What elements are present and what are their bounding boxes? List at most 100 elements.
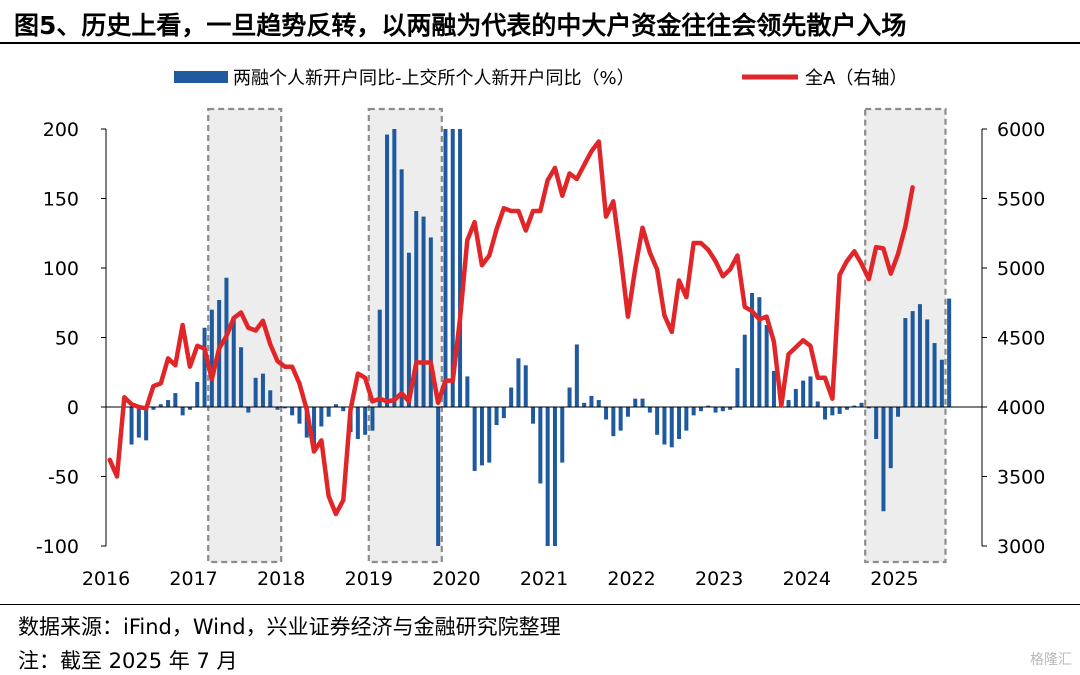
bar [750,293,755,407]
legend: 两融个人新开户同比-上交所个人新开户同比（%） 全A（右轴） [174,68,907,89]
bar [910,311,915,407]
watermark: 格隆汇 [1030,652,1072,668]
x-tick-label: 2019 [345,568,393,590]
right-tick-label: 5500 [997,189,1045,211]
bar [202,327,207,407]
right-tick-label: 4500 [997,328,1045,350]
bar [443,129,448,407]
bar [896,407,901,417]
bar [297,407,302,424]
bar [771,370,776,407]
x-tick-label: 2021 [520,568,568,590]
bar [399,169,404,407]
bar [706,405,711,407]
bar [677,407,682,439]
footer-divider [0,604,1080,605]
bar [596,400,601,407]
bar [392,129,397,407]
bar [728,407,733,410]
left-tick-label: 50 [55,328,79,350]
bar [633,398,638,407]
bar [684,407,689,431]
bar [436,407,441,546]
bar [224,277,229,407]
bar [589,395,594,407]
legend-bar-swatch [174,71,228,83]
bar [567,387,572,407]
bar [290,407,295,416]
bar [355,407,360,439]
x-tick-label: 2020 [432,568,480,590]
chart: -100 -50 0 50 100 150 200 3000 3500 4000 4500 5000 5… [36,68,1045,590]
bar [253,377,258,407]
bar [655,407,660,435]
bar [859,402,864,407]
bar [647,407,652,413]
bar [129,407,134,445]
bar [932,343,937,407]
bar [917,304,922,407]
bar [735,368,740,407]
x-tick-label: 2025 [870,568,918,590]
legend-bar-label: 两融个人新开户同比-上交所个人新开户同比（%） [233,68,635,89]
highlight-periods [207,107,947,564]
bar [173,393,178,407]
bar [698,407,703,412]
bar [874,407,879,439]
bar [925,319,930,407]
bar [531,407,536,424]
bar [888,407,893,469]
bar [625,407,630,417]
right-tick-label: 5000 [997,258,1045,280]
bar [830,407,835,416]
bar [742,334,747,407]
bar [458,129,463,407]
page-title: 图5、历史上看，一旦趋势反转，以两融为代表的中大户资金往往会领先散户入场 [14,11,907,40]
bar [406,252,411,407]
bar [582,402,587,407]
bar [939,359,944,407]
left-tick-label: 100 [43,258,79,280]
bar [319,407,324,427]
right-tick-label: 3500 [997,467,1045,489]
bar [385,134,390,407]
bar [793,388,798,407]
legend-line-label: 全A（右轴） [805,68,907,89]
bar [640,398,645,407]
left-tick-label: 150 [43,189,79,211]
right-tick-label: 6000 [997,119,1045,141]
bar [246,407,251,413]
bar [312,407,317,449]
axes: -100 -50 0 50 100 150 200 3000 3500 4000 4500 5000 5… [36,119,1045,590]
bar [501,407,506,419]
right-tick-label: 4000 [997,397,1045,419]
bar [136,407,141,438]
bar [487,407,492,463]
bar [187,407,192,410]
bar [545,407,550,546]
bar [757,297,762,407]
left-tick-label: 0 [67,397,79,419]
bar [282,407,287,409]
bar [341,407,346,412]
bar [669,407,674,448]
title-divider [0,42,1080,44]
bar [866,407,871,409]
bar [764,324,769,407]
x-tick-label: 2022 [607,568,655,590]
left-tick-label: -100 [36,536,79,558]
bar [903,318,908,407]
bar [720,407,725,412]
bar [370,407,375,431]
bar [158,404,163,407]
date-note: 注：截至 2025 年 7 月 [18,649,238,673]
bar [523,365,528,407]
bar [852,405,857,407]
bar [837,407,842,414]
bar [377,309,382,407]
x-tick-label: 2024 [783,568,831,590]
source-note: 数据来源：iFind，Wind，兴业证券经济与金融研究院整理 [18,615,561,639]
bar [275,407,280,410]
bar [552,407,557,546]
bar [604,407,609,420]
